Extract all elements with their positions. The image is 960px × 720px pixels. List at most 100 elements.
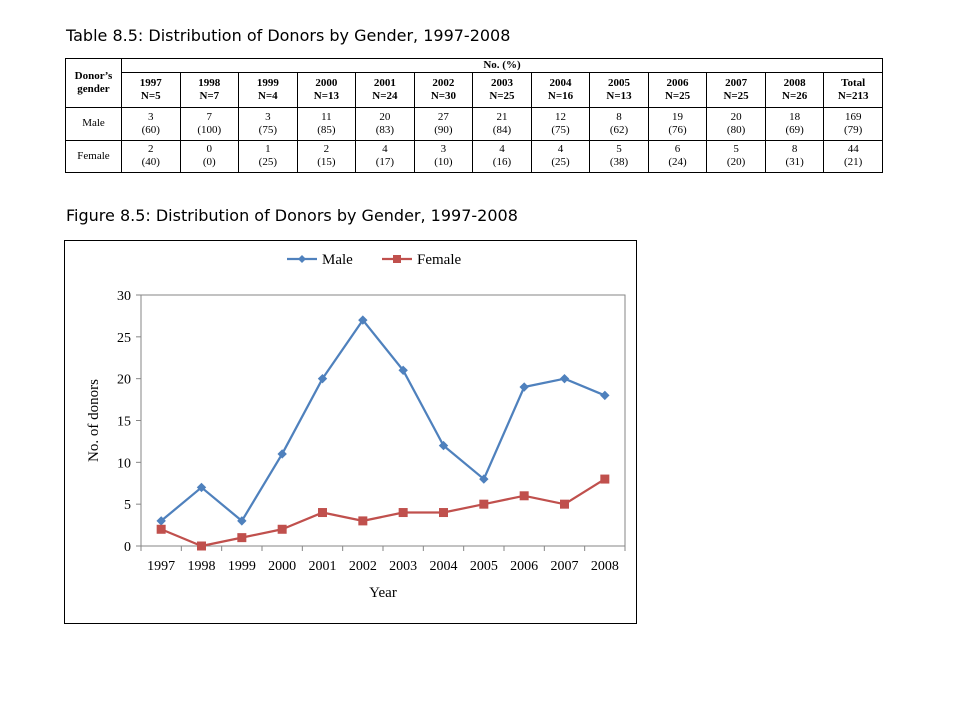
column-header-2001: 2001 N=24 xyxy=(355,71,415,109)
column-year: 1998 xyxy=(198,77,221,90)
y-tick-label: 5 xyxy=(124,498,131,513)
cell-percent: (20) xyxy=(726,156,746,169)
cell-count: 4 xyxy=(499,143,505,156)
column-header-2008: 2008 N=26 xyxy=(764,71,825,109)
cell-count: 44 xyxy=(847,143,859,156)
data-point-male xyxy=(479,474,489,484)
column-header-1999: 1999 N=4 xyxy=(238,71,298,109)
cell-count: 3 xyxy=(265,110,271,123)
column-header-2007: 2007 N=25 xyxy=(706,71,766,109)
cell-percent: (25) xyxy=(258,156,277,169)
cell-percent: (25) xyxy=(551,156,570,169)
cell-count: 18 xyxy=(789,110,801,123)
series-line-male xyxy=(160,318,606,523)
table-cell: 21 (84) xyxy=(472,107,532,141)
legend-marker-female xyxy=(393,255,401,263)
plot-area xyxy=(140,294,626,547)
table-row-male: Male 3 (60) 7 (100) 3 (75) 11 (85) 20 (83) 27 (90) 21… xyxy=(65,107,883,141)
data-point-female xyxy=(358,516,368,526)
cell-percent: (80) xyxy=(726,123,746,136)
cell-percent: (85) xyxy=(317,123,336,136)
cell-percent: (31) xyxy=(785,156,804,169)
x-tick-label: 1999 xyxy=(228,559,256,574)
cell-percent: (84) xyxy=(492,123,512,136)
table-cell: 6 (24) xyxy=(647,139,708,174)
corner-header: Donor’s gender xyxy=(65,57,122,109)
cell-percent: (100) xyxy=(197,123,222,136)
column-header-2006: 2006 N=25 xyxy=(647,71,708,109)
column-year: 1997 xyxy=(139,77,162,90)
column-header-row: 1997 N=5 1998 N=7 1999 N=4 2000 N=13 2001 N=24 200… xyxy=(66,71,883,109)
column-n: N=25 xyxy=(723,90,749,103)
cell-count: 7 xyxy=(206,110,213,123)
y-tick-label: 20 xyxy=(117,373,131,388)
table-cell: 44 (21) xyxy=(823,139,883,174)
table-cell: 3 (60) xyxy=(121,107,181,141)
data-point-male xyxy=(358,315,368,325)
cell-percent: (76) xyxy=(668,123,687,136)
x-tick-label: 2005 xyxy=(470,559,498,574)
column-n: N=26 xyxy=(782,90,808,103)
column-year: 2008 xyxy=(783,77,806,90)
column-year: Total xyxy=(841,77,866,90)
y-tick-label: 10 xyxy=(117,456,131,471)
column-header-2004: 2004 N=16 xyxy=(530,71,591,109)
cell-count: 4 xyxy=(382,143,388,156)
data-point-female xyxy=(197,541,206,551)
data-point-female xyxy=(600,474,610,484)
data-point-male xyxy=(317,373,328,384)
column-year: 2007 xyxy=(725,77,748,90)
cell-count: 6 xyxy=(674,143,681,156)
table-header-row-1: Donor’s gender No. (%) xyxy=(65,57,883,109)
column-n: N=5 xyxy=(140,90,161,103)
column-n: N=13 xyxy=(313,90,339,103)
column-year: 2004 xyxy=(549,77,572,90)
legend-label-female: Female xyxy=(417,252,461,268)
table-cell: 20 (83) xyxy=(355,107,415,141)
y-tick-label: 15 xyxy=(117,415,131,430)
x-axis-title: Year xyxy=(369,585,397,601)
table-cell: 7 (100) xyxy=(179,107,240,141)
cell-percent: (79) xyxy=(844,123,863,136)
x-tick-label: 2008 xyxy=(591,559,619,574)
cell-percent: (21) xyxy=(844,156,863,169)
cell-percent: (0) xyxy=(202,156,216,169)
cell-count: 27 xyxy=(437,110,449,123)
cell-count: 2 xyxy=(323,143,330,156)
column-n: N=16 xyxy=(547,90,574,103)
cell-count: 2 xyxy=(148,143,154,156)
table-cell: 3 (75) xyxy=(238,107,298,141)
column-header-1998: 1998 N=7 xyxy=(179,71,240,109)
column-n: N=4 xyxy=(257,90,278,103)
data-point-male xyxy=(519,382,529,392)
row-label: Female xyxy=(65,139,122,174)
donor-table: Donor’s gender No. (%) 1997 N=5 1998 N=7 199… xyxy=(65,57,883,174)
line-chart: 0 5 10 15 20 25 30 1997 1998 1999 2000 2001 2002 2003… xyxy=(86,252,626,601)
column-n: N=7 xyxy=(199,90,220,103)
column-n: N=30 xyxy=(430,90,457,103)
cell-count: 8 xyxy=(616,110,622,123)
chart-frame: 0 5 10 15 20 25 30 1997 1998 1999 2000 2001 2002 2003… xyxy=(64,240,637,624)
table-cell: 11 (85) xyxy=(296,107,357,141)
column-n: N=13 xyxy=(606,90,632,103)
column-year: 2006 xyxy=(666,77,689,90)
column-header-1997: 1997 N=5 xyxy=(121,71,181,109)
cell-count: 3 xyxy=(148,110,154,123)
cell-percent: (75) xyxy=(551,123,570,136)
data-point-female xyxy=(398,508,408,518)
x-tick-label: 2006 xyxy=(510,559,538,574)
data-point-male xyxy=(277,449,287,459)
table-cell: 2 (40) xyxy=(121,139,181,174)
table-cell: 169 (79) xyxy=(823,107,883,141)
y-axis-title: No. of donors xyxy=(86,379,102,462)
data-point-male xyxy=(237,516,247,526)
cell-percent: (16) xyxy=(492,156,512,169)
table-cell: 4 (25) xyxy=(530,139,591,174)
column-header-2005: 2005 N=13 xyxy=(589,71,649,109)
x-tick-label: 2003 xyxy=(389,559,417,574)
column-year: 2000 xyxy=(315,77,338,90)
series-line-female xyxy=(160,478,606,548)
table-cell: 4 (17) xyxy=(355,139,415,174)
column-n: N=24 xyxy=(372,90,398,103)
cell-percent: (38) xyxy=(609,156,629,169)
